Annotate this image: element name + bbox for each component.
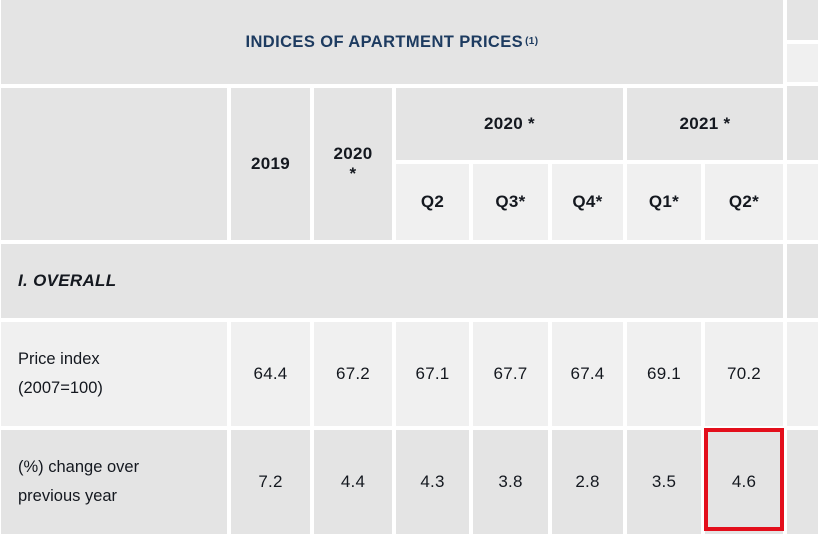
cutoff-column-cell-7 xyxy=(787,430,818,534)
cell-price-index-2020: 67.2 xyxy=(314,322,392,426)
cell-pct-change-2020q3: 3.8 xyxy=(473,430,548,534)
column-header-2020-label: 2020 xyxy=(333,144,373,163)
price-index-label-line1: Price index xyxy=(18,350,100,368)
row-label-header-cell xyxy=(1,88,227,240)
column-header-2020-note: * xyxy=(349,164,357,183)
cell-price-index-2020q4: 67.4 xyxy=(552,322,623,426)
cutoff-column-cell-5 xyxy=(787,244,818,318)
row-label-pct-change: (%) change over previous year xyxy=(1,430,227,534)
table-title-text: INDICES OF APARTMENT PRICES xyxy=(245,32,524,51)
cell-price-index-2020q3: 67.7 xyxy=(473,322,548,426)
column-header-2019-label: 2019 xyxy=(250,154,291,173)
pct-change-label-line2: previous year xyxy=(18,487,118,505)
cutoff-column-cell-6 xyxy=(787,322,818,426)
column-header-2020-stack: 2020 * xyxy=(333,144,372,184)
cell-price-index-2021q1: 69.1 xyxy=(627,322,701,426)
cutoff-column-cell-2 xyxy=(787,44,818,82)
cell-pct-change-2021q2: 4.6 xyxy=(705,430,783,534)
cell-price-index-2020q2: 67.1 xyxy=(396,322,469,426)
cell-pct-change-2019: 7.2 xyxy=(231,430,310,534)
column-group-2021: 2021 * xyxy=(627,88,783,160)
row-label-pct-change-text: (%) change over previous year xyxy=(18,453,139,511)
cell-pct-change-2020q4: 2.8 xyxy=(552,430,623,534)
highlight-box xyxy=(704,428,784,531)
row-label-price-index: Price index (2007=100) xyxy=(1,322,227,426)
pct-change-label-line1: (%) change over xyxy=(18,458,140,476)
column-header-q2-2020: Q2 xyxy=(396,164,469,240)
cell-pct-change-2020q2: 4.3 xyxy=(396,430,469,534)
cell-pct-change-2020: 4.4 xyxy=(314,430,392,534)
cell-pct-change-2021q1: 3.5 xyxy=(627,430,701,534)
column-header-2020: 2020 * xyxy=(314,88,392,240)
section-row-overall: I. OVERALL xyxy=(1,244,783,318)
cutoff-column-cell-3 xyxy=(787,86,818,160)
cell-price-index-2021q2: 70.2 xyxy=(705,322,783,426)
column-group-2020: 2020 * xyxy=(396,88,623,160)
column-header-q1-2021: Q1* xyxy=(627,164,701,240)
table-title: INDICES OF APARTMENT PRICES (1) xyxy=(1,0,783,84)
column-header-q3-2020: Q3* xyxy=(473,164,548,240)
column-header-2019: 2019 xyxy=(231,88,310,240)
cutoff-column-cell-1 xyxy=(787,0,818,40)
row-label-price-index-text: Price index (2007=100) xyxy=(18,345,103,403)
column-header-q2-2021: Q2* xyxy=(705,164,783,240)
price-index-label-line2: (2007=100) xyxy=(18,379,103,397)
cutoff-column-cell-4 xyxy=(787,164,818,240)
cell-price-index-2019: 64.4 xyxy=(231,322,310,426)
column-header-q4-2020: Q4* xyxy=(552,164,623,240)
